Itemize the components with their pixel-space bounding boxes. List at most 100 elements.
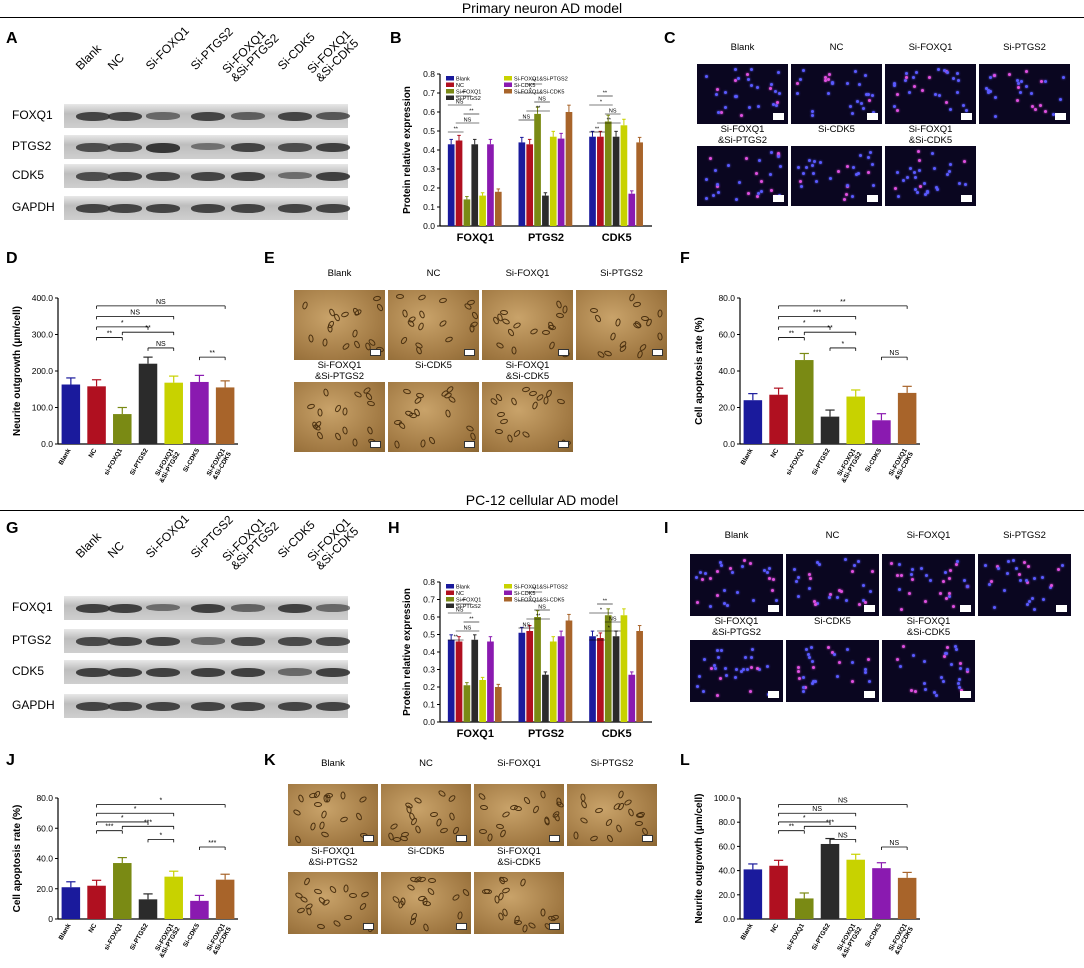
- cell-nucleus: [750, 68, 754, 71]
- y-axis-label: Neurite outgrowth (μm/cell): [12, 306, 23, 436]
- cell-nucleus: [962, 103, 966, 107]
- y-tick-label: 0.5: [423, 126, 435, 136]
- bar: [743, 869, 763, 919]
- cell-nucleus: [716, 183, 720, 187]
- cell-nucleus: [796, 91, 800, 95]
- cell-nucleus: [801, 690, 805, 694]
- cell-nucleus: [943, 654, 947, 658]
- bar: [795, 360, 814, 444]
- cell-nucleus: [867, 156, 871, 160]
- cell-nucleus: [723, 589, 727, 593]
- blot-band: [108, 668, 142, 678]
- cell: [331, 918, 342, 928]
- image-label: NC: [825, 530, 840, 541]
- cell: [550, 913, 560, 921]
- legend-label: Blank: [456, 585, 470, 591]
- cell-nucleus: [828, 595, 832, 599]
- sig-label: **: [789, 824, 795, 831]
- cell-nucleus: [843, 197, 847, 201]
- bar: [604, 121, 612, 226]
- y-axis-label: Cell apoptosis rate (%): [694, 317, 705, 425]
- cell-nucleus: [716, 655, 720, 659]
- cell-nucleus: [949, 662, 953, 666]
- cell-nucleus: [698, 675, 702, 679]
- cell: [327, 307, 336, 317]
- blot-band: [278, 637, 312, 646]
- bar: [87, 885, 106, 919]
- y-tick-label: 0.2: [423, 682, 435, 692]
- cell-nucleus: [802, 171, 806, 175]
- cell-nucleus: [1015, 78, 1019, 82]
- y-tick-label: 0.3: [423, 164, 435, 174]
- cell-nucleus: [856, 172, 860, 176]
- cell-nucleus: [861, 584, 865, 588]
- y-tick-label: 60.0: [718, 841, 735, 851]
- cell: [352, 437, 359, 447]
- blot-band: [278, 172, 312, 180]
- cell-nucleus: [824, 79, 828, 83]
- scale-bar: [867, 113, 878, 120]
- cell-nucleus: [907, 91, 911, 95]
- cell-nucleus: [892, 84, 896, 88]
- cell-nucleus: [867, 679, 871, 683]
- bar: [589, 636, 596, 722]
- fluorescence-image: [885, 64, 976, 124]
- cell: [617, 790, 625, 800]
- cell-nucleus: [855, 99, 859, 103]
- cell-nucleus: [861, 599, 865, 603]
- cell-nucleus: [696, 601, 700, 605]
- cell-nucleus: [1016, 86, 1020, 90]
- row-label: FOXQ1: [12, 600, 53, 614]
- image-label: Si-PTGS2: [1003, 42, 1046, 53]
- brightfield-image: [294, 382, 385, 452]
- sig-label: *: [803, 815, 806, 822]
- cell-nucleus: [798, 676, 802, 680]
- cell-nucleus: [911, 653, 915, 657]
- blot-band: [146, 172, 180, 182]
- cell-nucleus: [796, 576, 800, 580]
- blot-band: [146, 143, 180, 153]
- cell: [486, 832, 493, 842]
- bar: [636, 142, 643, 226]
- cell: [656, 309, 663, 318]
- y-tick-label: 0.0: [723, 439, 735, 449]
- category-label: CDK5: [602, 232, 632, 244]
- cell-nucleus: [826, 77, 830, 81]
- bar: [87, 386, 106, 444]
- row-label: CDK5: [12, 664, 45, 678]
- cell-nucleus: [747, 78, 751, 82]
- image-label: Si-FOXQ1 &Si-CDK5: [497, 846, 541, 868]
- cell-nucleus: [792, 568, 796, 572]
- image-label: Si-PTGS2: [1003, 530, 1046, 541]
- cell: [307, 334, 314, 344]
- blot-band: [278, 112, 312, 122]
- cell: [320, 831, 331, 839]
- cell: [615, 823, 624, 834]
- cell-nucleus: [932, 691, 936, 694]
- cell-nucleus: [863, 670, 867, 674]
- cell: [333, 431, 343, 441]
- cell-nucleus: [917, 150, 921, 154]
- cell: [478, 828, 487, 834]
- sig-label: *: [121, 320, 124, 327]
- scale-bar: [864, 605, 875, 612]
- sig-label: NS: [464, 626, 472, 632]
- cell-nucleus: [996, 566, 1000, 570]
- scale-bar: [961, 195, 972, 202]
- cell-nucleus: [1016, 99, 1020, 103]
- cell-nucleus: [811, 172, 815, 176]
- cell-nucleus: [988, 582, 991, 586]
- scale-bar: [464, 349, 475, 356]
- cell-nucleus: [716, 88, 720, 92]
- cell-nucleus: [724, 90, 728, 94]
- bar: [190, 900, 209, 919]
- image-label: NC: [419, 758, 433, 769]
- y-tick-label: 0.7: [423, 88, 435, 98]
- brightfield-image: [482, 290, 573, 360]
- cell-nucleus: [924, 192, 928, 196]
- cell-nucleus: [836, 595, 840, 599]
- lane-label: Si-FOXQ1: [142, 23, 192, 73]
- image-label: Si-FOXQ1 &Si-CDK5: [505, 360, 550, 382]
- sig-label: NS: [456, 608, 464, 614]
- cell-nucleus: [993, 74, 997, 78]
